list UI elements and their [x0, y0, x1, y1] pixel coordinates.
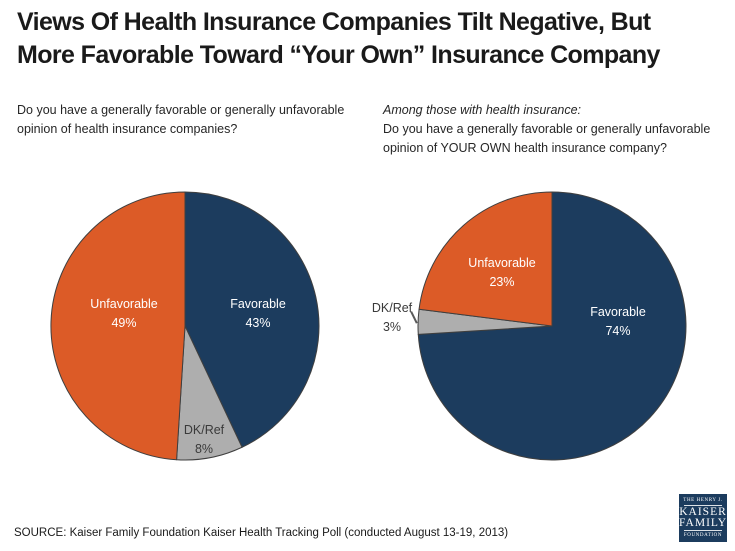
pie-label-left-favorable: Favorable 43% [230, 297, 286, 330]
pie-slice-unfavorable [418, 191, 553, 327]
source-note: SOURCE: Kaiser Family Foundation Kaiser … [14, 527, 509, 539]
pie-chart-insurance-companies [50, 191, 320, 461]
kff-logo-top-text: THE HENRY J. [683, 498, 723, 503]
pie-slice-favorable [184, 191, 320, 448]
question-left-line-1: Do you have a generally favorable or gen… [17, 103, 345, 117]
question-right: Among those with health insurance: Do yo… [383, 101, 728, 158]
page-title-line-2: More Favorable Toward “Your Own” Insuran… [17, 41, 660, 69]
pie-label-right-unfavorable: Unfavorable 23% [468, 256, 536, 289]
page-title-line-1: Views Of Health Insurance Companies Tilt… [17, 8, 651, 36]
page-title: Views Of Health Insurance Companies Tilt… [17, 6, 722, 72]
kff-logo-rule-top [684, 505, 722, 506]
pie-label-left-dkref: DK/Ref 8% [183, 423, 225, 456]
kff-logo-kaiser-text: KAISER [679, 506, 727, 518]
question-right-line-1: Do you have a generally favorable or gen… [383, 122, 711, 136]
kff-logo: THE HENRY J. KAISER FAMILY FOUNDATION [679, 494, 727, 542]
question-left: Do you have a generally favorable or gen… [17, 101, 369, 139]
question-right-line-2: opinion of YOUR OWN health insurance com… [383, 141, 667, 155]
kff-logo-foundation-text: FOUNDATION [683, 533, 723, 538]
kff-logo-rule-bottom [684, 530, 722, 531]
pie-slice-unfavorable [50, 191, 186, 461]
pie-label-left-unfavorable: Unfavorable 49% [90, 297, 158, 330]
pie-label-right-favorable: Favorable 74% [590, 305, 646, 338]
pie-chart-own-insurance-company [417, 191, 687, 461]
question-right-intro: Among those with health insurance: [383, 103, 582, 117]
question-left-line-2: opinion of health insurance companies? [17, 122, 238, 136]
pie-label-right-dkref: DK/Ref 3% [371, 301, 413, 334]
kff-logo-family-text: FAMILY [679, 517, 728, 529]
